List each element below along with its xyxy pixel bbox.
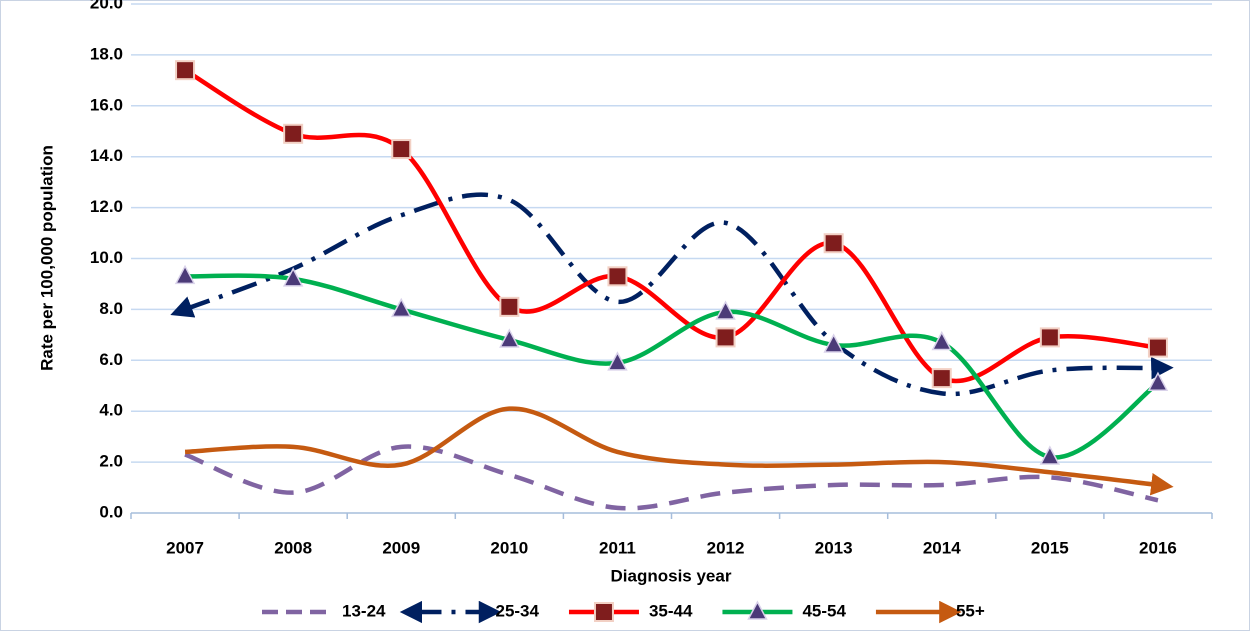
x-tick-label: 2016 [1139, 538, 1177, 557]
point-marker [607, 266, 628, 287]
x-tick-label: 2013 [815, 538, 853, 557]
x-tick-label: 2012 [707, 538, 745, 557]
point-marker [823, 233, 844, 254]
series-line [184, 406, 1174, 496]
y-tick-label: 12.0 [90, 197, 123, 216]
point-marker [282, 267, 304, 287]
y-tick-label: 0.0 [99, 502, 123, 521]
point-marker [391, 297, 412, 318]
point-marker [715, 300, 736, 320]
y-tick-label: 20.0 [90, 0, 123, 12]
y-tick-label: 6.0 [99, 350, 123, 369]
point-marker [175, 60, 196, 81]
point-marker [747, 600, 768, 620]
point-marker [593, 602, 614, 622]
point-marker [823, 333, 844, 353]
x-tick-label: 2014 [923, 538, 961, 557]
y-tick-label: 8.0 [99, 299, 123, 318]
x-tick-label: 2010 [490, 538, 528, 557]
series-line [184, 273, 1160, 460]
x-axis-label: Diagnosis year [611, 566, 732, 585]
y-tick-label: 14.0 [90, 146, 123, 165]
point-marker [931, 330, 952, 351]
x-tick-label: 2009 [382, 538, 420, 557]
x-tick-label: 2011 [599, 538, 636, 557]
point-marker [391, 139, 412, 160]
point-marker [931, 368, 952, 389]
point-marker [1147, 371, 1169, 391]
y-tick-label: 10.0 [90, 248, 123, 267]
point-marker [1147, 337, 1168, 358]
x-tick-label: 2015 [1031, 538, 1069, 557]
point-marker [715, 327, 736, 348]
point-marker [607, 351, 628, 371]
legend-label: 13-24 [342, 601, 386, 620]
point-marker [1039, 445, 1061, 465]
series-line [184, 444, 1159, 511]
point-marker [283, 123, 304, 144]
point-marker [1039, 327, 1060, 348]
y-tick-label: 18.0 [90, 44, 123, 63]
legend-label: 35-44 [649, 601, 693, 620]
y-axis-label: Rate per 100,000 population [37, 145, 56, 371]
y-tick-label: 16.0 [90, 95, 123, 114]
point-marker [499, 296, 520, 317]
y-tick-label: 4.0 [99, 401, 123, 420]
point-marker [499, 328, 520, 348]
x-tick-label: 2007 [166, 538, 204, 557]
point-marker [174, 264, 196, 285]
x-tick-label: 2008 [274, 538, 312, 557]
series-line [170, 192, 1174, 397]
y-tick-label: 2.0 [99, 452, 123, 471]
legend-label: 45-54 [802, 601, 846, 620]
legend-label: 55+ [956, 601, 985, 620]
legend-label: 25-34 [495, 601, 539, 620]
